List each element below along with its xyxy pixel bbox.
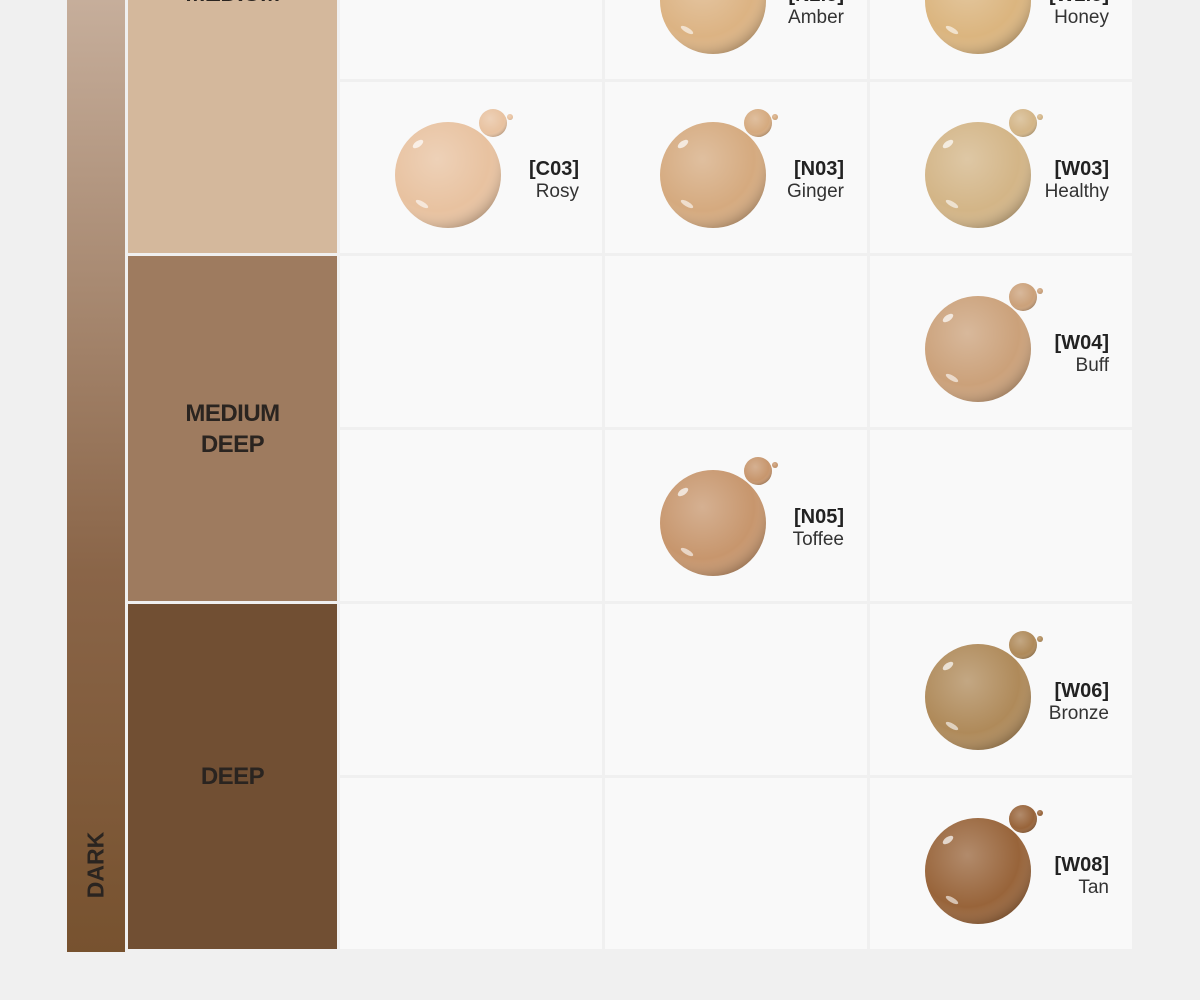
swatch <box>925 631 1043 750</box>
shade-cell: [C03] Rosy <box>340 82 602 253</box>
shade-cell: [N2.5]Amber <box>605 0 867 79</box>
shade-cell: [N05] Toffee <box>605 430 867 601</box>
shade-name: Healthy <box>1044 181 1109 202</box>
shade-name: Toffee <box>792 529 844 550</box>
shade-cell <box>605 256 867 427</box>
shade-name: Bronze <box>1048 703 1109 724</box>
tier-label: DEEP <box>200 763 265 790</box>
tier-label: MEDIUM <box>185 399 280 427</box>
shade-cell <box>605 778 867 949</box>
shade-cell <box>340 256 602 427</box>
shade-code: [W04] <box>1054 332 1109 354</box>
depth-label: DARK <box>82 831 109 899</box>
swatch <box>925 0 1031 54</box>
shade-code: [C03] <box>528 158 579 180</box>
shade-name: Buff <box>1075 355 1109 376</box>
shade-name: Rosy <box>535 181 579 202</box>
shade-cell: [W04] Buff <box>870 256 1132 427</box>
swatch <box>925 805 1043 924</box>
shade-name: Tan <box>1078 877 1109 898</box>
swatch <box>660 109 778 228</box>
swatch <box>660 0 766 54</box>
shade-cell: [W06] Bronze <box>870 604 1132 775</box>
swatch <box>660 457 778 576</box>
shade-cell: [N03] Ginger <box>605 82 867 253</box>
tier-cell: MEDIUM <box>128 0 337 253</box>
shade-name: Amber <box>788 7 844 28</box>
shade-code: [N03] <box>793 158 844 180</box>
shade-cell <box>340 778 602 949</box>
tier-label: MEDIUM <box>185 0 280 9</box>
depth-bar: DARK <box>67 0 125 952</box>
shade-name: Honey <box>1054 7 1109 28</box>
shade-cell: [W2.5]Honey <box>870 0 1132 79</box>
shade-cell: [W03] Healthy <box>870 82 1132 253</box>
shade-code: [W08] <box>1054 854 1109 876</box>
shade-cell <box>605 604 867 775</box>
shade-code: [N05] <box>793 506 844 528</box>
shade-name: Ginger <box>786 181 844 202</box>
shade-cell <box>340 0 602 79</box>
shade-code: [W06] <box>1054 680 1109 702</box>
tier-label: DEEP <box>200 430 265 458</box>
tier-cell: DEEP <box>128 604 337 949</box>
shade-code: [N2.5] <box>788 0 844 7</box>
tier-cell: MEDIUM DEEP <box>128 256 337 601</box>
swatch <box>395 109 513 228</box>
shade-cell <box>340 430 602 601</box>
swatch <box>925 109 1043 228</box>
swatch <box>925 283 1043 402</box>
shade-cell <box>870 430 1132 601</box>
shade-cell <box>340 604 602 775</box>
shade-code: [W2.5] <box>1049 0 1109 7</box>
shade-cell: [W08] Tan <box>870 778 1132 949</box>
shade-code: [W03] <box>1054 158 1109 180</box>
